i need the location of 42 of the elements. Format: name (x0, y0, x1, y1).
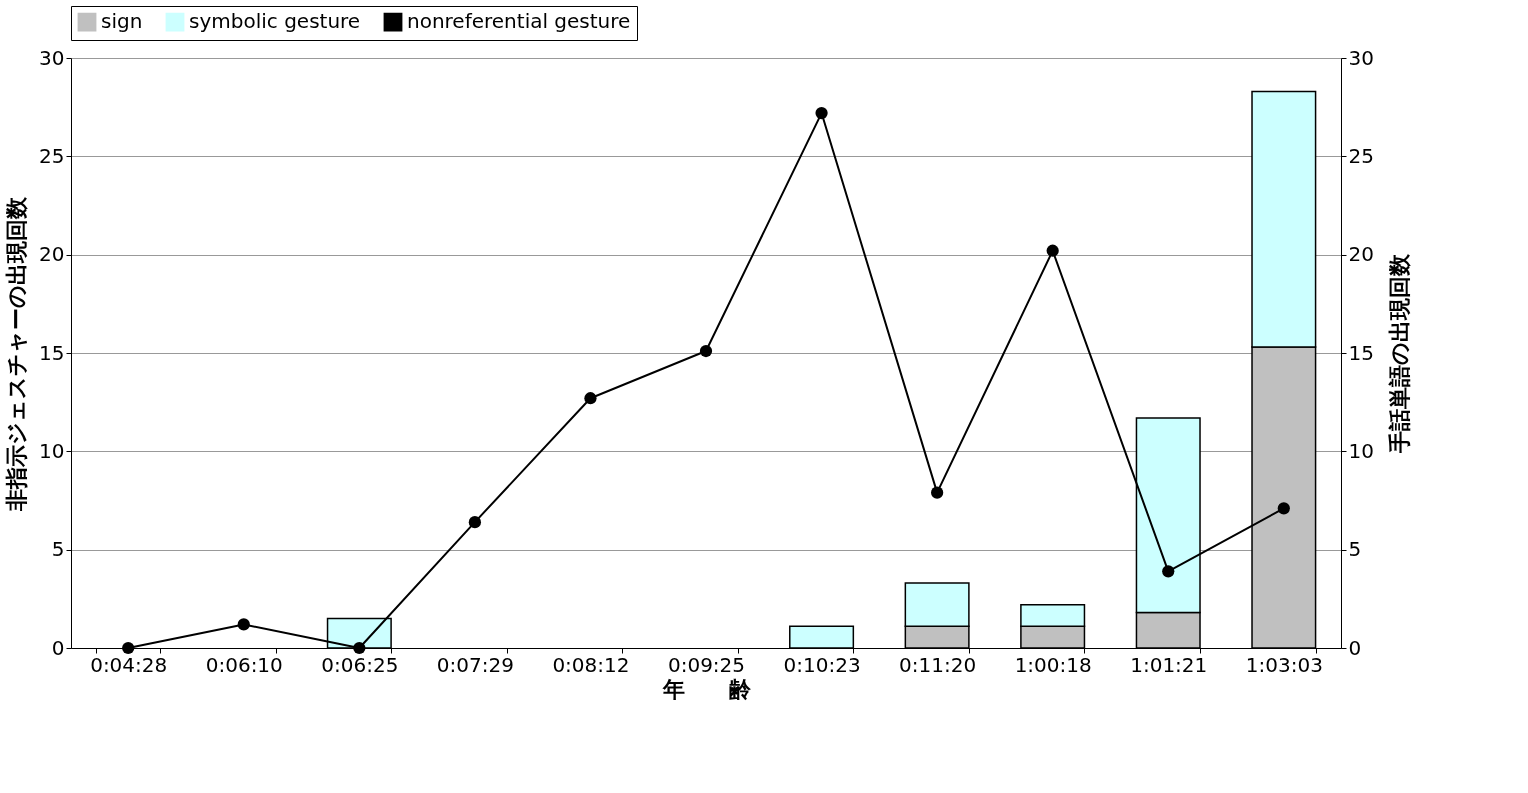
point (1046, 244, 1059, 257)
x-tick-label: 0:04:28 (90, 652, 168, 677)
y-axis-title: 非指示ジェスチャーの出現回数 (4, 195, 30, 512)
x-tick-label: 0:07:29 (436, 652, 514, 677)
point (1277, 502, 1290, 515)
x-tick-label: 0:11:20 (899, 652, 977, 677)
x-tick-label: 0:06:25 (321, 652, 399, 677)
x-tick-label: 1:03:03 (1245, 652, 1323, 677)
y-tick-label: 15 (39, 340, 65, 365)
y2-tick-label: 20 (1348, 242, 1374, 267)
x-tick-label: 1:01:21 (1130, 652, 1208, 677)
y2-tick-label: 5 (1348, 537, 1362, 562)
y-tick-label: 30 (39, 45, 65, 70)
y-tick-label: 5 (51, 537, 65, 562)
x-tick-label: 0:06:10 (205, 652, 283, 677)
y2-tick-label: 0 (1348, 635, 1362, 660)
y2-tick-label: 25 (1348, 143, 1374, 168)
legend-label: symbolic gesture (189, 9, 361, 34)
point (353, 641, 366, 655)
point (237, 618, 250, 631)
y2-tick-label: 10 (1348, 438, 1374, 463)
point (931, 486, 944, 499)
y2-axis-title: 手話単語の出現回数 (1386, 253, 1412, 454)
x-tick-label: 0:08:12 (552, 652, 630, 677)
y-tick-label: 20 (39, 242, 65, 267)
point (815, 106, 828, 120)
y-tick-label: 10 (39, 438, 65, 463)
y2-tick-label: 30 (1348, 45, 1374, 70)
point (699, 344, 713, 358)
point (584, 392, 597, 405)
y-tick-label: 25 (39, 143, 65, 168)
point (468, 516, 481, 529)
point (1162, 565, 1175, 578)
x-tick-label: 0:10:23 (783, 652, 861, 677)
y2-tick-label: 15 (1348, 340, 1374, 365)
legend-label: nonreferential gesture (407, 9, 631, 34)
legend-label: sign (101, 9, 143, 34)
x-tick-label: 1:00:18 (1014, 652, 1092, 677)
x-tick-label: 0:09:25 (667, 652, 746, 677)
x-axis-title: 年 齢 (661, 676, 752, 702)
point (122, 641, 135, 655)
y-tick-label: 0 (51, 635, 65, 660)
